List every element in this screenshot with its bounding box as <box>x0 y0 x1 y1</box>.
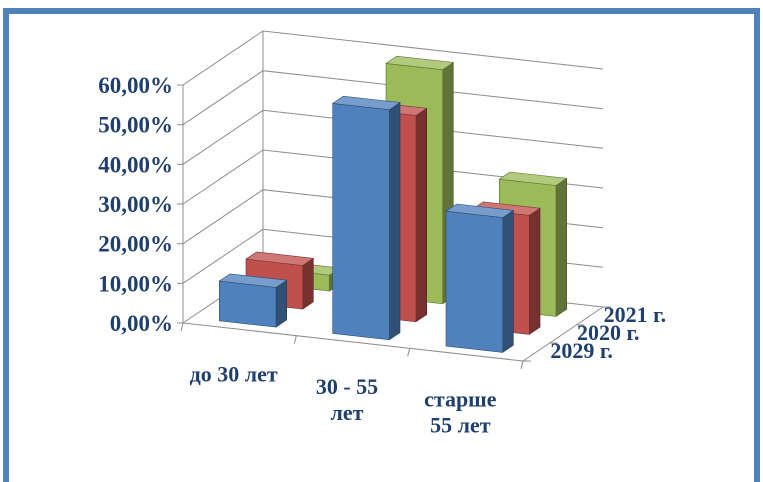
y-tick-label: 20,00% <box>98 232 173 257</box>
gridline <box>182 109 604 165</box>
x-tick-mark <box>293 335 297 344</box>
bars-layer <box>218 55 568 353</box>
y-tick-label: 0,00% <box>110 311 173 336</box>
x-tick-label: 30 - 55 лет <box>316 374 378 425</box>
x-axis-line <box>182 322 524 362</box>
bar-2029-2 <box>445 203 515 353</box>
gridline <box>182 70 604 126</box>
x-tick-mark <box>520 360 524 370</box>
y-tick-label: 40,00% <box>98 152 173 177</box>
y-tick-label: 10,00% <box>98 271 173 296</box>
y-tick-label: 60,00% <box>98 73 173 98</box>
x-tick-mark <box>407 348 411 357</box>
bar-2029-0 <box>218 273 288 328</box>
series-label: 2020 г. <box>577 320 640 345</box>
x-tick-label: старше 55 лет <box>424 387 497 438</box>
bar-2029-1 <box>331 95 401 341</box>
z-axis-line <box>522 306 604 362</box>
labels-layer: 0,00% 10,00% 20,00% 30,00% 40,00% 50,00% 60,00… <box>98 73 666 438</box>
x-tick-label: до 30 лет <box>190 361 278 386</box>
series-label: 2029 г. <box>550 338 613 363</box>
x-tick-mark <box>180 322 184 332</box>
y-tick-label: 30,00% <box>98 192 173 217</box>
series-label: 2021 г. <box>604 302 667 327</box>
gridline <box>182 149 604 205</box>
grid-layer <box>177 30 611 370</box>
y-tick-label: 50,00% <box>98 113 173 138</box>
gridline <box>182 30 604 86</box>
